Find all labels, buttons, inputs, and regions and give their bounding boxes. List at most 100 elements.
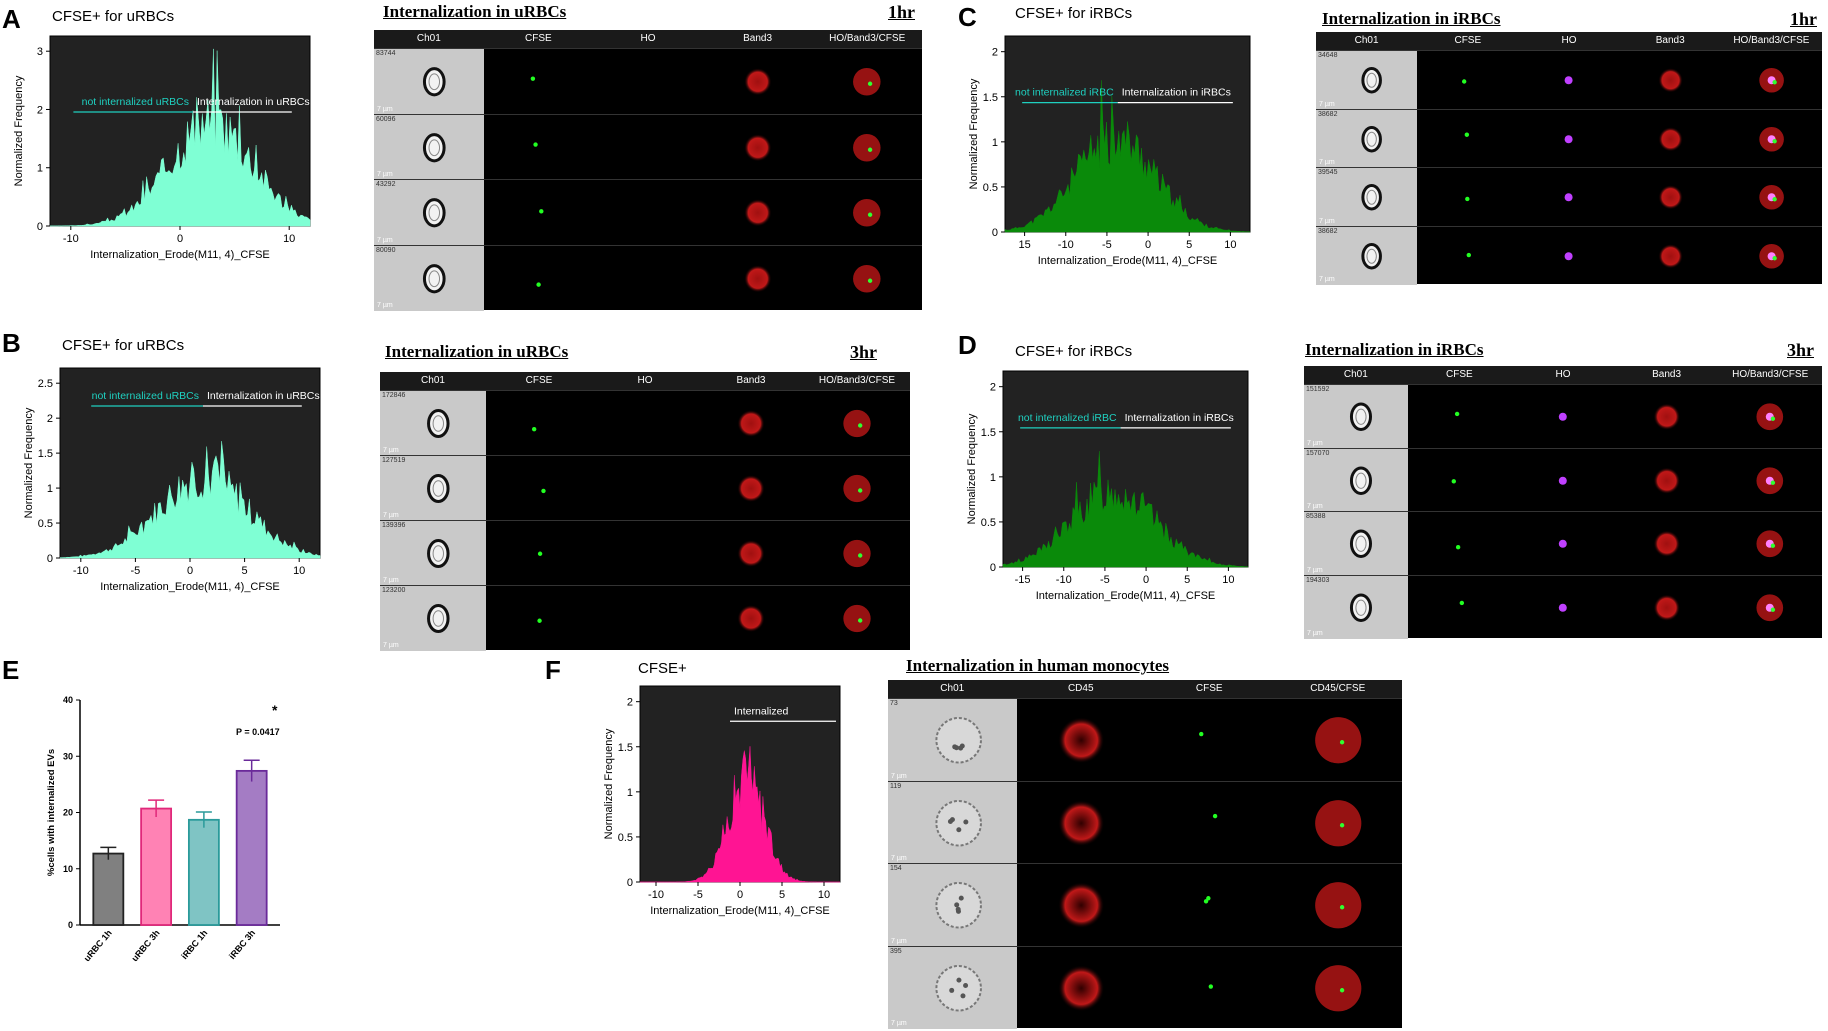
cell-image [1756,466,1784,494]
x-tick-label: 10 [283,233,295,245]
image-row: 80090 7 µm [374,244,922,311]
y-tick-label: 1.5 [618,742,633,754]
cell-id: 39545 [1318,169,1338,176]
cell-image [853,264,881,293]
image-cell [1274,782,1403,865]
rbc-center [428,204,441,222]
y-axis-label: Normalized Frequency [13,75,25,186]
cell-image [1657,184,1683,210]
image-cell [1408,512,1512,576]
y-tick-label: 40 [63,695,73,705]
image-cell [593,49,703,115]
membrane-stain [737,539,765,568]
cell-id: 38682 [1318,227,1338,235]
cell-id: 157070 [1306,449,1330,457]
x-tick-label: -10 [73,565,89,577]
x-tick-label: 0 [177,233,183,245]
image-cell [1408,576,1512,640]
rbc-center [428,138,441,156]
cfse-merge [857,488,863,493]
y-tick-label: 10 [63,864,73,874]
cell-id: 119 [890,782,902,790]
rbc-brightfield [1349,529,1373,558]
y-tick-label: 1 [37,163,43,175]
cell-id: 38682 [1318,110,1338,118]
cell-image [743,67,772,96]
cfse-spot [1212,813,1218,818]
image-cell [1511,512,1615,576]
grid-header: Ch01 CFSE HO Band3 HO/Band3/CFSE [1316,32,1822,50]
x-tick-label: 15 [1018,239,1030,251]
hist-title-f: CFSE+ [638,660,687,677]
cfse-spot [1465,196,1470,202]
image-cell [1408,385,1512,449]
image-cell [592,521,698,586]
significance-star: * [272,702,278,718]
cell-image [1057,717,1104,764]
panel-label-c: C [958,2,977,32]
granule [958,895,964,901]
image-cell [1518,51,1619,110]
column-header: Band3 [743,33,773,44]
image-cell [484,180,594,246]
cfse-spot [531,426,537,432]
cell-image [935,716,982,764]
cfse-merge [1339,987,1344,992]
y-tick-label: 2 [627,697,633,709]
cell-image [536,281,541,287]
p-value: P = 0.0417 [236,727,280,737]
cfse-spot [1208,983,1214,989]
rbc-center [428,269,441,287]
cell-image [1462,79,1467,84]
image-cell [484,49,594,115]
cfse-spot [1455,545,1460,550]
image-cell [812,180,922,246]
hist-bars [1002,451,1249,568]
column-header: Ch01 [421,375,445,386]
gate-label-not-internalized: not internalized iRBC [1015,87,1114,99]
gate-label-internalized: Internalization in uRBCs [197,96,310,108]
cell-image [935,881,982,929]
rbc-brightfield [427,474,450,503]
image-cell [1721,51,1822,110]
scale-bar: 7 µm [383,447,399,454]
cell-image [1199,731,1204,737]
cell-image [1565,251,1574,260]
image-cell [592,391,698,456]
grid-title-d: Internalization in iRBCs [1305,340,1484,359]
image-cell [698,456,804,521]
cell-image [1657,67,1683,93]
grid-time-d: 3hr [1787,340,1814,360]
granule [949,987,955,993]
cell-image [427,474,450,503]
rbc-center [1355,599,1367,616]
merge-stain [843,474,871,503]
scale-bar: 7 µm [383,577,399,584]
grid-title-a: Internalization in uRBCs [383,2,567,21]
hist-bars [1004,80,1251,233]
merge-stain [843,604,871,633]
cfse-merge [868,212,873,217]
rbc-center [1366,131,1377,147]
category-label: iRBC 1h [179,928,209,961]
image-cell [1408,449,1512,513]
cell-image [1653,530,1680,558]
column-header: HO/Band3/CFSE [818,375,896,386]
y-tick-label: 1.5 [983,92,998,104]
image-cell [1718,576,1822,640]
image-cell [1718,385,1822,449]
cfse-spot [1464,132,1470,137]
image-row: 157070 7 µm [1304,447,1822,513]
panel-label-f: F [545,655,561,685]
image-cell [812,115,922,181]
membrane-stain [1657,126,1683,152]
image-cell [698,521,804,586]
grid-time-c: 1hr [1790,9,1817,29]
histogram-f: Internalized 0 0.5 1 1.5 2 -10 -5 0 5 10 Internaliz… [603,685,841,917]
x-axis-label: Internalization_Erode(M11, 4)_CFSE [1038,255,1218,267]
image-cell [1518,227,1619,286]
merge-stain [853,67,881,96]
y-axis-label: Normalized Frequency [603,728,615,839]
panel-label-b: B [2,328,21,358]
cell-image [1314,964,1361,1011]
